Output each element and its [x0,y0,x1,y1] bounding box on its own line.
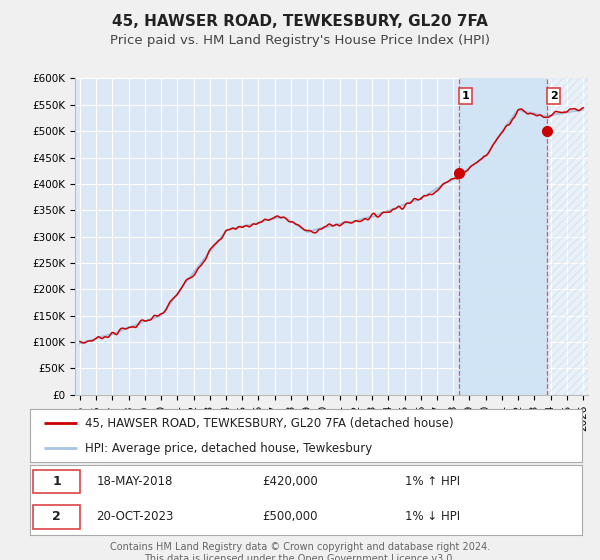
Text: 18-MAY-2018: 18-MAY-2018 [96,475,173,488]
Text: 2: 2 [550,91,557,101]
Bar [460,78,547,395]
Text: 1: 1 [462,91,470,101]
Text: 1% ↓ HPI: 1% ↓ HPI [406,510,460,523]
Text: 1: 1 [52,475,61,488]
Text: Price paid vs. HM Land Registry's House Price Index (HPI): Price paid vs. HM Land Registry's House … [110,34,490,46]
Bar [547,78,588,395]
FancyBboxPatch shape [33,470,80,493]
FancyBboxPatch shape [33,505,80,529]
Text: £420,000: £420,000 [262,475,317,488]
Text: 45, HAWSER ROAD, TEWKESBURY, GL20 7FA: 45, HAWSER ROAD, TEWKESBURY, GL20 7FA [112,14,488,29]
Text: 2: 2 [52,510,61,523]
Text: £500,000: £500,000 [262,510,317,523]
Text: 20-OCT-2023: 20-OCT-2023 [96,510,173,523]
Text: Contains HM Land Registry data © Crown copyright and database right 2024.
This d: Contains HM Land Registry data © Crown c… [110,542,490,560]
Text: 1% ↑ HPI: 1% ↑ HPI [406,475,460,488]
Text: 45, HAWSER ROAD, TEWKESBURY, GL20 7FA (detached house): 45, HAWSER ROAD, TEWKESBURY, GL20 7FA (d… [85,417,454,430]
Text: HPI: Average price, detached house, Tewkesbury: HPI: Average price, detached house, Tewk… [85,442,373,455]
